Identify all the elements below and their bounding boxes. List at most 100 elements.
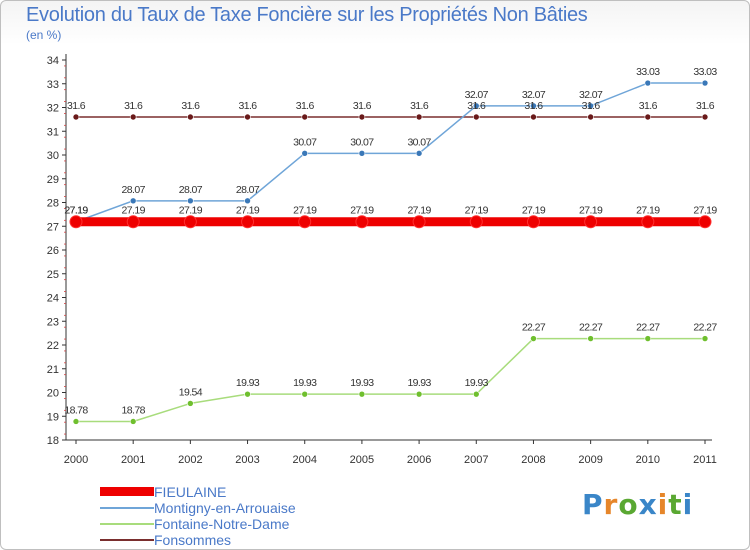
- data-label: 31.6: [467, 100, 486, 112]
- data-point: [587, 335, 594, 342]
- data-point: [301, 113, 309, 121]
- data-label: 30.07: [293, 136, 317, 148]
- data-point: [415, 390, 423, 398]
- y-tick-label: 28: [47, 198, 59, 210]
- data-point: [358, 390, 366, 398]
- data-label: 27.19: [122, 205, 146, 217]
- data-point: [355, 215, 369, 229]
- data-point: [526, 215, 540, 229]
- logo-letter: o: [618, 488, 639, 521]
- legend-swatch: [100, 523, 154, 525]
- data-label: 27.19: [350, 205, 374, 217]
- chart-title: Evolution du Taux de Taxe Foncière sur l…: [26, 4, 588, 26]
- x-tick-label: 2001: [121, 454, 145, 466]
- data-label: 31.6: [296, 100, 315, 112]
- data-point: [183, 215, 197, 229]
- legend-swatch: [100, 539, 154, 541]
- x-tick-label: 2006: [407, 454, 431, 466]
- data-label: 31.6: [181, 100, 200, 112]
- data-label: 19.93: [236, 377, 260, 389]
- logo-letter: t: [668, 488, 683, 521]
- logo-letter: P: [582, 488, 604, 521]
- data-point: [241, 215, 255, 229]
- legend-item-fonsommes[interactable]: Fonsommes: [100, 532, 360, 548]
- legend-swatch: [100, 487, 154, 496]
- data-label: 27.19: [407, 205, 431, 217]
- x-tick-label: 2004: [292, 454, 316, 466]
- proxiti-logo: Proxiti: [582, 488, 693, 521]
- x-tick-label: 2011: [693, 454, 717, 466]
- data-label: 31.6: [353, 100, 372, 112]
- series-line-2: [75, 337, 706, 423]
- legend-label: Fontaine-Notre-Dame: [154, 516, 290, 532]
- data-label: 27.19: [293, 205, 317, 217]
- data-point: [244, 113, 251, 121]
- data-label: 22.27: [579, 322, 603, 334]
- data-label: 19.54: [179, 386, 203, 398]
- data-label: 28.07: [122, 184, 146, 196]
- data-point: [530, 335, 537, 342]
- data-label: 27.19: [179, 205, 203, 217]
- data-label: 28.07: [236, 184, 260, 196]
- data-label: 32.07: [465, 89, 489, 101]
- legend-label: Fonsommes: [154, 532, 232, 548]
- x-tick-label: 2007: [464, 454, 488, 466]
- legend-item-montigny[interactable]: Montigny-en-Arrouaise: [100, 500, 360, 516]
- data-point: [701, 79, 709, 87]
- legend-label: FIEULAINE: [154, 484, 227, 500]
- data-point: [244, 390, 251, 398]
- data-point: [641, 215, 655, 229]
- data-label: 27.19: [522, 205, 546, 217]
- y-tick-label: 26: [47, 245, 59, 257]
- data-label: 32.07: [579, 89, 603, 101]
- legend-item-fontaine[interactable]: Fontaine-Notre-Dame: [100, 516, 360, 532]
- plot-area: [66, 56, 712, 440]
- data-label: 30.07: [407, 136, 431, 148]
- data-point: [701, 335, 709, 342]
- data-label: 31.6: [639, 100, 658, 112]
- data-point: [126, 215, 140, 229]
- y-axis-unit: (en %): [26, 28, 62, 42]
- data-point: [644, 113, 652, 121]
- y-tick-label: 22: [47, 340, 59, 352]
- data-label: 27.19: [64, 205, 88, 217]
- data-label: 22.27: [522, 322, 546, 334]
- legend-item-fieulaine[interactable]: FIEULAINE: [100, 484, 360, 500]
- data-label: 30.07: [350, 136, 374, 148]
- data-point: [472, 390, 480, 398]
- data-point: [129, 197, 137, 205]
- logo-letter: i: [682, 488, 694, 521]
- data-point: [530, 102, 537, 110]
- data-point: [530, 113, 537, 121]
- data-label: 27.19: [465, 205, 489, 217]
- data-point: [301, 390, 309, 398]
- y-tick-label: 24: [47, 293, 59, 305]
- y-tick-label: 23: [47, 316, 59, 328]
- y-tick-label: 31: [47, 126, 59, 138]
- y-tick-label: 19: [47, 411, 59, 423]
- data-point: [358, 113, 366, 121]
- logo-letter: i: [657, 488, 669, 521]
- data-label: 33.03: [636, 66, 660, 78]
- data-label: 33.03: [693, 66, 717, 78]
- data-label: 22.27: [636, 322, 660, 334]
- data-label: 28.07: [179, 184, 203, 196]
- data-point: [472, 113, 480, 121]
- x-tick-label: 2010: [636, 454, 660, 466]
- data-point: [415, 150, 423, 157]
- data-point: [72, 113, 80, 121]
- data-point: [187, 113, 194, 121]
- data-point: [187, 400, 194, 407]
- y-tick-label: 30: [47, 150, 59, 162]
- data-point: [469, 215, 483, 229]
- data-point: [587, 102, 594, 110]
- data-label: 19.93: [407, 377, 431, 389]
- data-point: [701, 113, 709, 121]
- y-tick-label: 34: [47, 55, 59, 67]
- y-tick-label: 25: [47, 269, 59, 281]
- data-point: [472, 102, 480, 110]
- data-point: [187, 197, 194, 205]
- data-label: 31.6: [67, 100, 86, 112]
- data-label: 31.6: [524, 100, 543, 112]
- data-label: 18.78: [64, 404, 88, 416]
